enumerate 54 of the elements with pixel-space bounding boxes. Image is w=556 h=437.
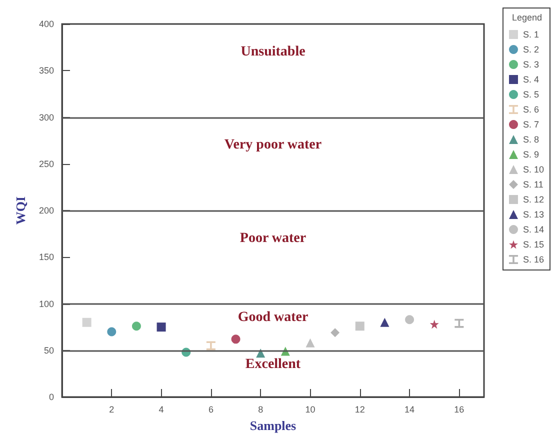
x-tick-label: 10	[305, 404, 316, 414]
point	[380, 318, 390, 327]
annotation: Good water	[238, 310, 308, 326]
legend-label: S. 7	[522, 120, 539, 130]
legend-label: S. 11	[522, 180, 544, 190]
x-tick-label: 12	[354, 404, 365, 414]
y-tick-label: 250	[38, 158, 54, 169]
point	[355, 322, 364, 331]
point	[231, 334, 240, 344]
legend-label: S. 4	[522, 74, 539, 84]
legend-label: S. 3	[522, 60, 539, 70]
annotation: Unsuitable	[240, 44, 306, 60]
x-tick-label: 4	[158, 404, 164, 414]
legend-label: S. 12	[522, 194, 544, 204]
legend-label: S. 16	[522, 254, 544, 264]
legend-label: S. 13	[522, 210, 544, 220]
legend-label: S. 9	[522, 150, 539, 160]
y-tick-label: 400	[38, 19, 54, 29]
point	[405, 315, 414, 324]
point	[454, 318, 464, 328]
annotation: Excellent	[245, 356, 301, 372]
legend-label: S. 15	[522, 240, 544, 250]
x-tick-label: 14	[404, 404, 415, 414]
legend-label: S. 10	[522, 164, 544, 174]
point	[132, 322, 141, 331]
point	[82, 318, 92, 327]
legend-label: S. 2	[522, 44, 539, 54]
legend-label: S. 6	[522, 104, 539, 114]
x-tick-label: 2	[109, 404, 114, 414]
x-tick-label: 8	[258, 404, 264, 414]
legend-label: S. 14	[522, 224, 544, 234]
point	[156, 322, 166, 332]
legend-title: Legend	[512, 12, 542, 22]
x-axis-title: Samples	[250, 418, 296, 433]
y-tick-label: 100	[38, 298, 54, 309]
y-tick-label: 150	[38, 252, 54, 262]
point	[206, 341, 216, 350]
y-tick-label: 350	[38, 66, 54, 76]
annotation: Poor water	[240, 230, 306, 246]
x-tick-label: 6	[208, 404, 214, 414]
point	[107, 327, 116, 336]
point	[330, 328, 340, 338]
y-tick-label: 300	[38, 112, 54, 122]
point	[430, 320, 439, 329]
x-tick-label: 16	[454, 404, 464, 414]
y-tick-label: 0	[48, 392, 54, 402]
y-tick-label: 50	[44, 345, 54, 356]
point	[306, 338, 315, 348]
y-tick-label: 200	[38, 206, 54, 216]
legend-label: S. 8	[522, 134, 539, 144]
annotation: Very poor water	[224, 138, 322, 153]
y-axis-title: WQI	[13, 196, 28, 225]
legend-label: S. 5	[522, 90, 539, 100]
legend-label: S. 1	[522, 30, 539, 40]
